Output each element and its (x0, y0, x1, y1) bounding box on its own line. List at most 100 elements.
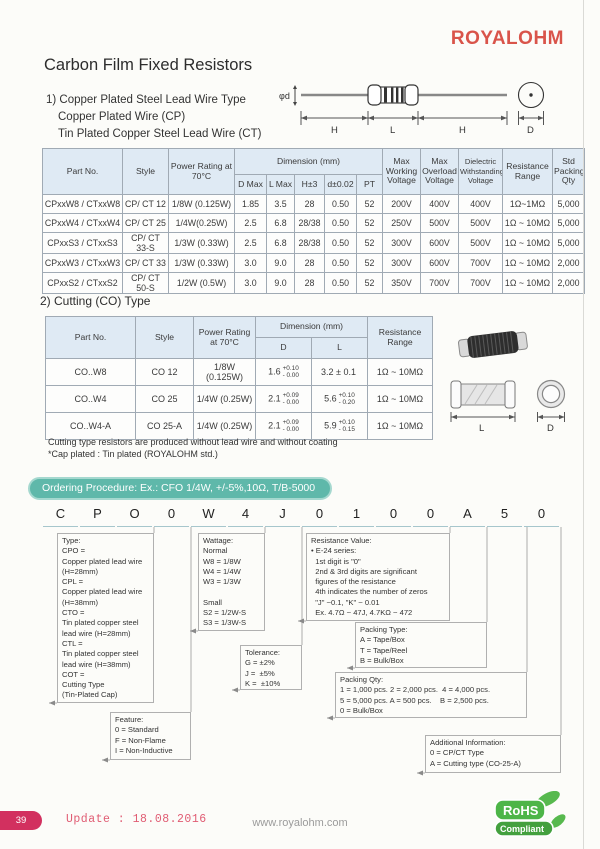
box-title: Feature: (115, 715, 144, 724)
table-cell: 28/38 (294, 213, 325, 233)
text-line: K = ±10% (245, 678, 281, 688)
table-cell: 1.6 +0.10- 0.00 (255, 358, 312, 386)
table-row: CO..W8 CO 12 1/8W (0.125W) 1.6 +0.10- 0.0… (45, 358, 433, 386)
box-lines: G = ±2% J = ±5% K = ±10% (245, 658, 297, 689)
text-line: Ex. 4.7Ω ~ 47J, 4.7KΩ ~ 472 (311, 608, 413, 618)
code-char: 0 (376, 505, 411, 527)
table-cell: 5.9 +0.10- 0.15 (311, 412, 368, 440)
table-cell: 1/8W (0.125W) (168, 194, 235, 214)
text-line: 0 = Bulk/Box (340, 705, 383, 715)
text-line: COT = (62, 669, 85, 679)
text-line: A = Tape/Box (360, 635, 405, 645)
table-row: CPxxW4 / CTxxW4 CP/ CT 25 1/4W(0.25W) 2.5 6.… (42, 213, 586, 233)
dim-d-label: D (527, 125, 534, 136)
text-line: Tin plated copper steel (62, 618, 139, 628)
box-lines: • E-24 series: 1st digit is "0" 2nd & 3r… (311, 546, 445, 618)
text-line: CPL = (62, 577, 84, 587)
cutting-resistor-drawing: L D (450, 379, 566, 434)
text-line: W8 = 1/8W (203, 556, 241, 566)
text-line: Small (203, 597, 222, 607)
table-cell: 0.50 (324, 213, 357, 233)
text-line: Copper plated lead wire (62, 587, 143, 597)
page-number-badge: 39 (0, 811, 42, 830)
resistance-value-box: Resistance Value: • E-24 series: 1st dig… (306, 533, 450, 621)
leaf-icon (550, 814, 566, 828)
table-row: CO..W4 CO 25 1/4W (0.25W) 2.1 +0.09- 0.00… (45, 385, 433, 413)
box-lines: 0 = Standard F = Non-Flame I = Non-Inducti… (115, 725, 186, 756)
col-header-resistance: Resistance Range (367, 316, 433, 359)
table-cell: 0.50 (324, 232, 357, 254)
resistor-dimension-diagram: φd H L H D (279, 81, 545, 136)
code-char: 4 (228, 505, 263, 527)
col-header-max-overload: Max Overload Voltage (420, 148, 460, 195)
table-cell: 1/8W (0.125W) (193, 358, 256, 386)
page-title: Carbon Film Fixed Resistors (44, 56, 253, 74)
col-header-l: L (311, 337, 368, 359)
table-cell: 2.5 (234, 213, 267, 233)
resistor-body (367, 84, 419, 106)
table-cell: 300V (382, 253, 422, 273)
table-cell: 1Ω~1MΩ (502, 194, 554, 214)
code-char: O (117, 505, 152, 527)
table-cell: 3.2 ± 0.1 (311, 358, 368, 386)
box-title: Packing Type: (360, 625, 408, 634)
text-line: S2 = 1/2W-S (203, 608, 247, 618)
box-lines: A = Tape/Box T = Tape/Reel B = Bulk/Box (360, 635, 482, 666)
table-cell: 5,000 (552, 194, 586, 214)
table-cell: 3.0 (234, 272, 267, 294)
text-line: CTL = (62, 638, 83, 648)
text-line: A = Cutting type (CO-25-A) (430, 758, 521, 768)
update-date: Update : 18.08.2016 (66, 813, 207, 826)
table-cell: 3.0 (234, 253, 267, 273)
box-title: Resistance Value: (311, 536, 372, 545)
text-line: Copper plated lead wire (62, 556, 143, 566)
table-cell: CPxxW8 / CTxxW8 (42, 194, 123, 214)
text-line: lead wire (H=38mm) (62, 659, 131, 669)
website-link[interactable]: www.royalohm.com (252, 817, 348, 829)
table-cell: 5.6 +0.10- 0.20 (311, 385, 368, 413)
table-cell: CO..W4 (45, 385, 136, 413)
feature-box: Feature: 0 = Standard F = Non-Flame I = No… (110, 712, 191, 760)
table-cell: CP/ CT 25 (122, 213, 169, 233)
table-cell: 2,000 (552, 272, 586, 294)
phi-d-label: φd (279, 91, 290, 101)
table-cell: CO..W8 (45, 358, 136, 386)
text-line: (Tin-Plated Cap) (62, 690, 118, 700)
box-title: Additional Information: (430, 738, 506, 747)
box-title: Packing Qty: (340, 675, 384, 684)
table-cell: 1Ω ~ 10MΩ (502, 272, 554, 294)
table-cell: CO..W4-A (45, 412, 136, 440)
text-line: 0 = CP/CT Type (430, 748, 484, 758)
section1-heading-line3: Tin Plated Copper Steel Lead Wire (CT) (58, 128, 262, 140)
box-title: Type: (62, 536, 81, 545)
col-header-power: Power Rating at 70°C (168, 148, 235, 195)
code-char: A (450, 505, 485, 527)
table-cell: CPxxS3 / CTxxS3 (42, 232, 123, 254)
code-char: 0 (302, 505, 337, 527)
brand-logo: ROYALOHM (450, 28, 564, 49)
note-line-1: Cutting type resistors are produced with… (48, 437, 338, 447)
text-line: Cutting Type (62, 680, 105, 690)
table-cell: 500V (458, 232, 504, 254)
table-cell: 300V (382, 232, 422, 254)
text-line: (H=28mm) (62, 566, 99, 576)
table-cell: 600V (420, 232, 460, 254)
table-cell: 52 (355, 253, 384, 273)
text-line: S3 = 1/3W-S (203, 618, 247, 628)
packing-qty-box: Packing Qty: 1 = 1,000 pcs. 2 = 2,000 pc… (335, 672, 527, 718)
table-cell: 1/2W (0.5W) (168, 272, 235, 294)
table-cell: 52 (355, 272, 384, 294)
col-header-style: Style (135, 316, 194, 359)
box-title: Wattage: (203, 536, 234, 545)
lead-wire-spec-table: Part No. Style Power Rating at 70°C Dime… (42, 148, 586, 294)
box-lines: 1 = 1,000 pcs. 2 = 2,000 pcs. 4 = 4,000 … (340, 685, 522, 716)
text-line: 1 = 1,000 pcs. 2 = 2,000 pcs. 4 = 4,000 … (340, 685, 491, 695)
text-line: 1st digit is "0" (311, 556, 361, 566)
table-row: CPxxW8 / CTxxW8 CP/ CT 12 1/8W (0.125W) 1.8… (42, 194, 586, 214)
table-cell: 0.50 (324, 253, 357, 273)
compliant-text: Compliant (500, 824, 544, 834)
table-cell: CPxxW4 / CTxxW4 (42, 213, 123, 233)
cutting-table-body: CO..W8 CO 12 1/8W (0.125W) 1.6 +0.10- 0.0… (45, 358, 433, 440)
note-line-2: *Cap plated : Tin plated (ROYALOHM std.) (48, 449, 218, 459)
